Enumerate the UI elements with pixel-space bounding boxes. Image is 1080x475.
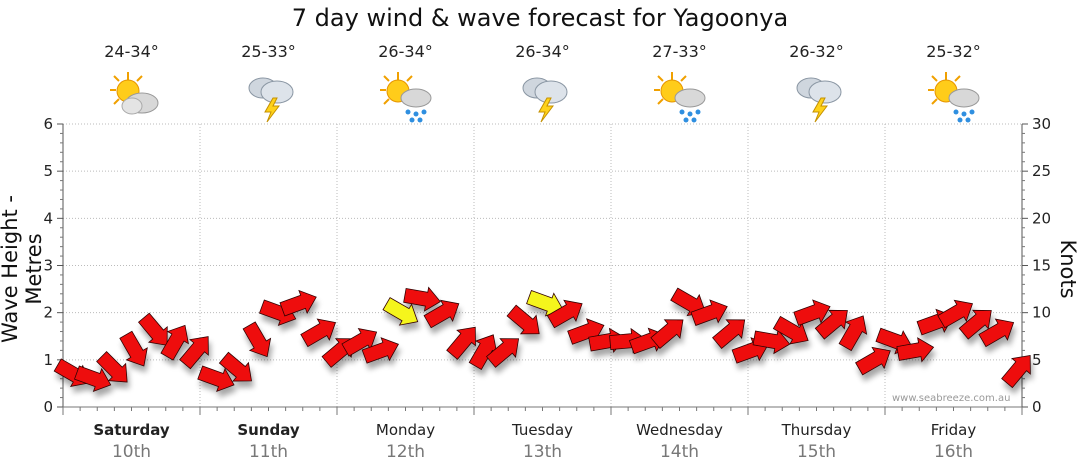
day-name-label: Tuesday [511, 421, 574, 439]
y-left-tick-label: 3 [43, 257, 53, 275]
wind-arrow [242, 321, 272, 358]
wind-arrow [423, 299, 460, 329]
day-name-label: Thursday [781, 421, 852, 439]
day-name-label: Sunday [237, 421, 300, 439]
y-right-tick-label: 10 [1032, 304, 1051, 322]
wind-arrow-group [53, 286, 1031, 393]
chart-title: 7 day wind & wave forecast for Yagoonya [291, 4, 789, 32]
y-left-tick-label: 6 [43, 115, 53, 133]
wind-arrow [772, 315, 809, 345]
wind-arrow [446, 326, 476, 360]
day-date-label: 10th [111, 442, 152, 462]
storm-icon [513, 70, 577, 124]
wind-arrow [793, 299, 831, 326]
y-right-tick-label: 5 [1032, 351, 1042, 369]
day-date-label: 14th [659, 442, 700, 462]
day-date-label: 16th [933, 442, 974, 462]
storm-icon [787, 70, 851, 124]
wind-arrow [119, 330, 148, 367]
temperature-label: 25-33° [241, 42, 296, 61]
y-left-tick-label: 0 [43, 398, 53, 416]
wind-arrow [650, 319, 684, 349]
y-left-tick-label: 5 [43, 162, 53, 180]
wind-arrow [546, 299, 583, 329]
sun-rain-icon [650, 70, 714, 124]
y-right-tick-label: 20 [1032, 209, 1051, 227]
wind-arrow [179, 336, 209, 370]
watermark: www.seabreeze.com.au [892, 393, 1011, 404]
wind-arrow [403, 286, 441, 312]
wind-arrow [958, 309, 992, 340]
day-date-label: 15th [796, 442, 837, 462]
day-name-label: Friday [930, 421, 977, 439]
wind-arrow [197, 365, 235, 393]
wind-arrow [712, 319, 746, 349]
wind-arrow [468, 334, 498, 371]
storm-icon [239, 70, 303, 124]
wind-arrow [838, 315, 868, 352]
wind-arrow [160, 324, 189, 361]
wind-arrow [855, 346, 891, 376]
y-right-tick-label: 30 [1032, 115, 1051, 133]
day-name-label: Wednesday [636, 421, 723, 439]
partly-cloudy-icon [102, 70, 166, 124]
wind-arrow [1001, 355, 1031, 389]
wind-arrow [814, 309, 848, 340]
wind-arrow [300, 318, 337, 348]
wind-arrow [896, 337, 935, 363]
y-right-tick-label: 25 [1032, 162, 1051, 180]
day-date-label: 13th [522, 442, 563, 462]
y-right-tick-label: 15 [1032, 257, 1051, 275]
day-name-label: Saturday [93, 421, 170, 439]
temperature-label: 25-32° [926, 42, 981, 61]
wind-arrow [341, 328, 378, 357]
wind-arrow [382, 297, 419, 326]
wind-arrow [73, 365, 112, 393]
temperature-label: 26-34° [515, 42, 570, 61]
temperature-label: 26-32° [789, 42, 844, 61]
wind-arrow [752, 328, 791, 355]
temperature-label: 24-34° [104, 42, 159, 61]
day-date-label: 11th [248, 442, 289, 462]
wind-arrow [978, 318, 1015, 348]
wind-arrow [361, 337, 399, 364]
temperature-label: 27-33° [652, 42, 707, 61]
wind-arrows [53, 286, 1031, 393]
day-date-label: 12th [385, 442, 426, 462]
temperature-label: 26-34° [378, 42, 433, 61]
wind-arrow [138, 312, 168, 346]
y-left-tick-label: 1 [43, 351, 53, 369]
axes: 0 1 2 3 4 5 6 0 5 10 15 20 25 30 [43, 115, 1051, 416]
wind-arrow [96, 351, 128, 383]
day-name-label: Monday [375, 421, 436, 439]
wind-arrow [279, 289, 317, 317]
y-left-tick-label: 2 [43, 304, 53, 322]
wind-arrow [690, 299, 728, 326]
sun-rain-icon [376, 70, 440, 124]
wind-arrow [506, 304, 540, 335]
y-right-tick-label: 0 [1032, 398, 1042, 416]
sun-rain-icon [924, 70, 988, 124]
wind-arrow [485, 338, 520, 368]
wind-arrow [937, 299, 974, 329]
y-left-tick-label: 4 [43, 209, 53, 227]
wind-arrow [218, 351, 252, 382]
